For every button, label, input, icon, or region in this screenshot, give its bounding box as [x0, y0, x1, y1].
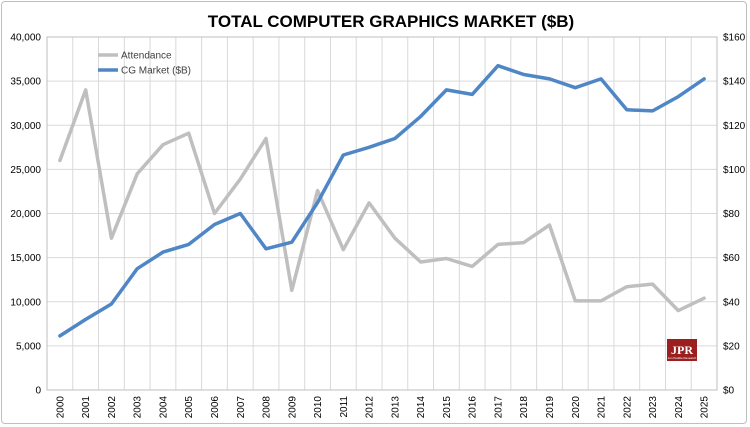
- legend-label: CG Market ($B): [121, 66, 191, 77]
- legend-label: Attendance: [121, 51, 172, 62]
- x-tick-label: 2020: [571, 396, 582, 419]
- x-tick-label: 2016: [468, 396, 479, 419]
- legend: Attendance CG Market ($B): [98, 51, 191, 77]
- chart-title: TOTAL COMPUTER GRAPHICS MARKET ($B): [208, 12, 574, 31]
- y-left-tick-label: 5,000: [16, 341, 41, 352]
- y-right-tick-label: $80: [723, 209, 740, 220]
- y-right-tick-label: $60: [723, 253, 740, 264]
- y-left-tick-label: 30,000: [10, 121, 41, 132]
- grid-lines: [46, 36, 718, 391]
- x-tick-label: 2006: [210, 396, 221, 419]
- y-right-tick-label: $100: [723, 165, 746, 176]
- x-tick-label: 2012: [365, 396, 376, 419]
- x-tick-label: 2021: [597, 396, 608, 419]
- y-left-tick-label: 10,000: [10, 297, 41, 308]
- plot-area: [46, 36, 718, 391]
- series-line-attendance: [58, 88, 706, 313]
- x-tick-label: 2015: [442, 396, 453, 419]
- x-tick-label: 2018: [519, 396, 530, 419]
- x-tick-label: 2025: [700, 396, 711, 419]
- y-right-tick-label: $20: [723, 341, 740, 352]
- y-right-tick-label: $0: [723, 386, 735, 397]
- x-tick-label: 2013: [390, 396, 401, 419]
- x-tick-label: 2009: [287, 396, 298, 419]
- logo-text: JPR: [671, 343, 693, 357]
- x-tick-label: 2007: [236, 396, 247, 419]
- y-left-tick-label: 0: [35, 386, 41, 397]
- series-line-cg-market-b: [58, 63, 706, 338]
- x-tick-label: 2023: [648, 396, 659, 419]
- x-tick-label: 2017: [493, 396, 504, 419]
- x-tick-label: 2024: [674, 396, 685, 419]
- x-tick-label: 2004: [158, 396, 169, 419]
- y-left-tick-label: 15,000: [10, 253, 41, 264]
- x-tick-label: 2005: [184, 396, 195, 419]
- series-lines: [58, 63, 706, 338]
- y-left-tick-label: 35,000: [10, 77, 41, 88]
- logo-subtext: Jon Peddie Research: [668, 356, 697, 360]
- x-tick-label: 2011: [339, 396, 350, 418]
- y-right-tick-label: $120: [723, 121, 746, 132]
- y-left-tick-label: 40,000: [10, 33, 41, 44]
- x-tick-label: 2001: [81, 396, 92, 419]
- y-right-tick-label: $140: [723, 77, 746, 88]
- x-tick-label: 2003: [133, 396, 144, 419]
- y-right-tick-label: $160: [723, 33, 746, 44]
- axes: 0 $0 5,000 $20 10,000 $40 15,000 $60 20,000 $80 25…: [10, 33, 745, 419]
- x-tick-label: 2014: [416, 396, 427, 419]
- x-tick-label: 2008: [262, 396, 273, 419]
- y-left-tick-label: 20,000: [10, 209, 41, 220]
- y-right-tick-label: $40: [723, 297, 740, 308]
- y-left-tick-label: 25,000: [10, 165, 41, 176]
- logo-box: [667, 339, 697, 361]
- x-tick-label: 2019: [545, 396, 556, 419]
- x-tick-label: 2022: [622, 396, 633, 419]
- x-tick-label: 2000: [55, 396, 66, 419]
- x-tick-label: 2002: [107, 396, 118, 419]
- x-tick-label: 2010: [313, 396, 324, 419]
